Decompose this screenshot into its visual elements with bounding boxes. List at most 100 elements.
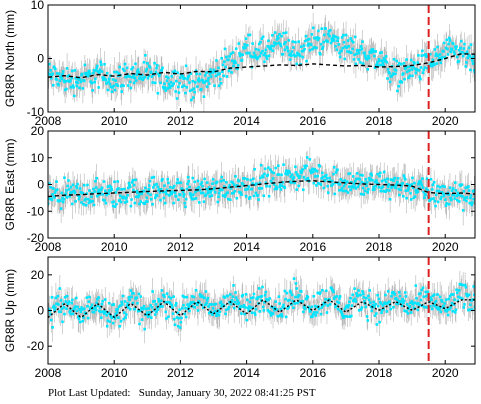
observation-point — [130, 198, 133, 201]
observation-point — [171, 306, 174, 310]
observation-point — [304, 178, 308, 181]
observation-point — [144, 186, 147, 190]
observation-point — [306, 44, 310, 47]
observation-point — [344, 33, 348, 37]
observation-point — [278, 185, 281, 189]
observation-point — [259, 163, 263, 167]
y-tick-label: -20 — [27, 339, 45, 353]
observation-point — [98, 68, 102, 72]
observation-point — [363, 54, 367, 58]
observation-point — [344, 315, 347, 318]
observation-point — [358, 48, 362, 52]
observation-point — [373, 305, 376, 308]
observation-point — [348, 315, 352, 319]
observation-point — [228, 198, 232, 201]
observation-point — [287, 39, 291, 42]
observation-point — [253, 167, 256, 171]
observation-point — [342, 33, 345, 37]
observation-point — [341, 46, 345, 50]
observation-point — [470, 203, 474, 207]
observation-point — [359, 293, 362, 297]
observation-point — [127, 295, 131, 299]
observation-point — [249, 178, 252, 182]
observation-point — [53, 196, 56, 199]
observation-point — [67, 188, 71, 191]
observation-point — [382, 307, 385, 311]
observation-point — [455, 198, 459, 202]
observation-point — [467, 189, 471, 192]
observation-point — [305, 297, 308, 301]
observation-point — [182, 295, 186, 299]
observation-point — [77, 317, 81, 321]
observation-point — [380, 59, 384, 63]
observation-point — [236, 67, 239, 71]
observation-point — [302, 175, 306, 179]
observation-point — [88, 295, 91, 299]
observation-point — [68, 195, 72, 198]
observation-point — [414, 189, 418, 192]
observation-point — [198, 301, 201, 304]
observation-point — [103, 189, 107, 193]
observation-point — [360, 180, 364, 184]
observation-point — [273, 187, 277, 191]
observation-point — [435, 62, 439, 65]
observation-point — [250, 55, 253, 58]
observation-point — [263, 301, 266, 304]
observation-point — [332, 290, 335, 294]
observation-point — [298, 52, 301, 56]
observation-point — [62, 79, 66, 82]
observation-point — [450, 189, 454, 192]
observation-point — [276, 36, 280, 40]
observation-point — [135, 73, 139, 76]
observation-point — [258, 54, 262, 58]
observation-point — [267, 166, 270, 170]
observation-point — [361, 62, 365, 65]
observation-point — [223, 296, 227, 299]
observation-point — [55, 188, 59, 192]
observation-point — [238, 51, 241, 55]
observation-point — [71, 202, 74, 206]
observation-point — [376, 172, 379, 176]
observation-point — [147, 307, 150, 310]
observation-point — [202, 200, 206, 203]
observation-point — [343, 307, 347, 311]
observation-point — [96, 297, 99, 301]
x-tick-label: 2008 — [35, 366, 62, 380]
observation-point — [133, 201, 137, 205]
observation-point — [207, 189, 210, 192]
observation-point — [130, 76, 134, 79]
observation-point — [303, 166, 307, 170]
observation-point — [135, 189, 139, 193]
observation-point — [429, 62, 433, 65]
observation-point — [220, 57, 223, 60]
x-tick-label: 2012 — [167, 366, 194, 380]
observation-point — [419, 298, 423, 302]
observation-point — [220, 304, 223, 308]
observation-point — [73, 189, 76, 193]
observation-point — [51, 326, 54, 329]
observation-point — [203, 296, 206, 300]
observation-point — [315, 311, 319, 314]
observation-point — [96, 304, 100, 308]
observation-point — [165, 75, 168, 79]
observation-point — [377, 57, 381, 61]
observation-point — [133, 76, 137, 80]
observation-point — [354, 300, 358, 303]
observation-point — [123, 201, 127, 204]
observation-point — [299, 169, 302, 173]
observation-point — [115, 311, 119, 314]
observation-point — [87, 201, 91, 205]
observation-point — [160, 69, 164, 72]
observation-point — [363, 51, 366, 55]
observation-point — [65, 87, 68, 91]
observation-point — [361, 292, 365, 296]
observation-point — [317, 36, 321, 40]
observation-point — [445, 310, 449, 313]
observation-point — [459, 184, 462, 188]
observation-point — [351, 40, 355, 44]
observation-point — [356, 294, 360, 297]
observation-point — [278, 302, 281, 305]
observation-point — [419, 292, 422, 295]
observation-point — [196, 309, 200, 312]
observation-point — [448, 39, 452, 42]
